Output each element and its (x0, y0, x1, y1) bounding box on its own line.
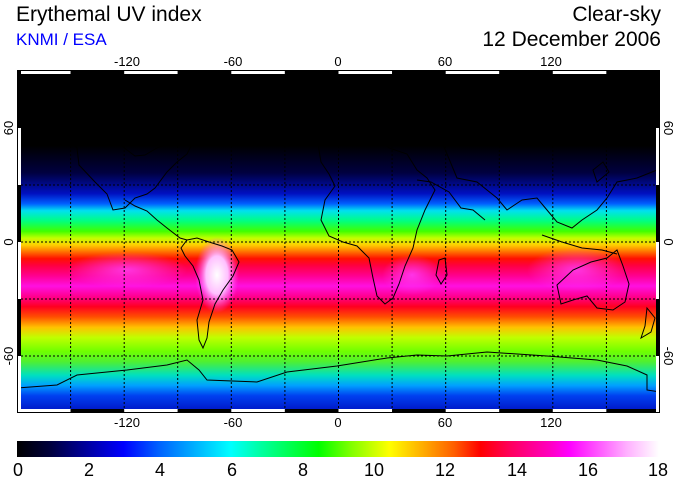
lat-tick-left: 0 (1, 238, 16, 246)
lat-tick-left: -60 (1, 346, 16, 366)
lon-tick-bottom: 60 (437, 415, 453, 430)
colorbar-tick: 6 (226, 460, 238, 480)
colorbar-tick: 14 (506, 460, 528, 480)
colorbar-tick: 0 (12, 460, 24, 480)
colorbar-tick: 2 (83, 460, 95, 480)
lon-tick-bottom: -120 (113, 415, 141, 430)
colorbar-tick: 10 (363, 460, 385, 480)
lat-tick-right: 0 (661, 238, 676, 246)
colorbar-tick: 18 (647, 460, 669, 480)
date-label: 12 December 2006 (482, 28, 661, 51)
lat-tick-left: 60 (1, 120, 16, 136)
title: Erythemal UV index (16, 3, 202, 26)
lat-tick-right: -60 (661, 346, 676, 366)
source-label: KNMI / ESA (16, 30, 107, 49)
lon-tick-top: 60 (437, 54, 453, 69)
colorbar-tick: 16 (577, 460, 599, 480)
lon-tick-bottom: -60 (223, 415, 243, 430)
lon-tick-top: -60 (223, 54, 243, 69)
lon-tick-top: -120 (113, 54, 141, 69)
uv-index-map (16, 70, 661, 413)
colorbar-tick: 8 (297, 460, 309, 480)
colorbar-tick: 4 (154, 460, 166, 480)
lon-tick-bottom: 0 (334, 415, 342, 430)
colorbar-tick: 12 (434, 460, 456, 480)
lon-tick-top: 0 (334, 54, 342, 69)
lon-tick-top: 120 (540, 54, 562, 69)
lat-tick-right: 60 (661, 120, 676, 136)
condition-label: Clear-sky (572, 3, 661, 26)
colorbar (17, 441, 659, 457)
lon-tick-bottom: 120 (540, 415, 562, 430)
